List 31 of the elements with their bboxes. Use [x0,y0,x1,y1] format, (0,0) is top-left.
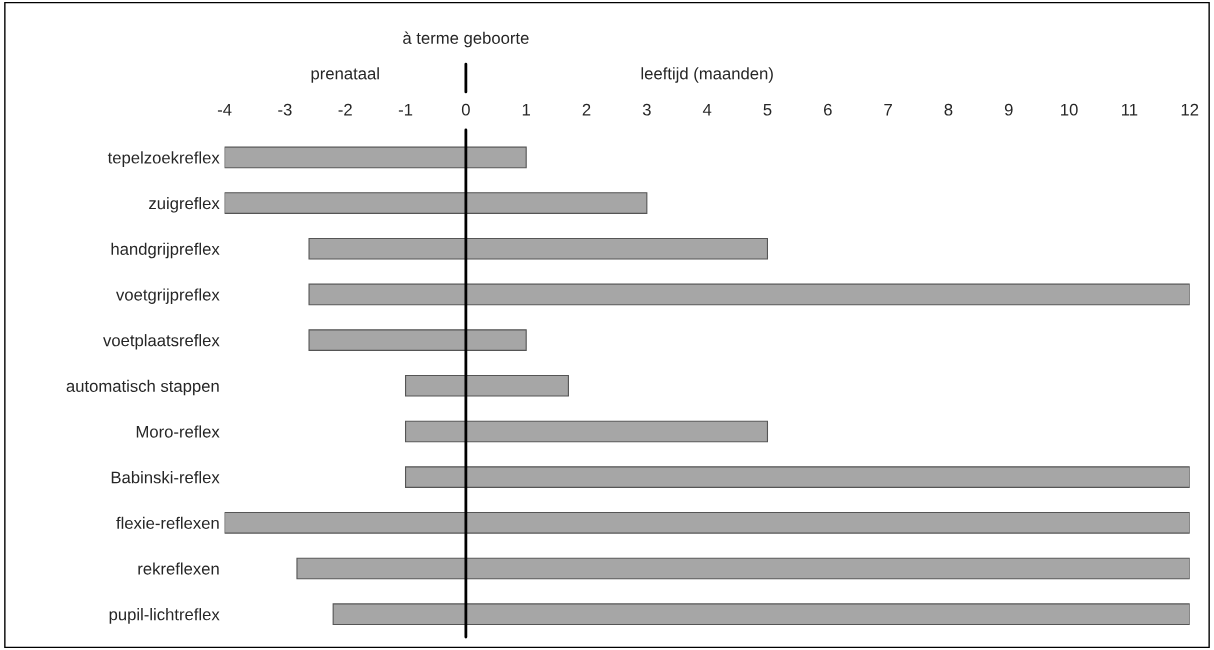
x-tick-label: 4 [702,103,712,116]
ref-line-label: à terme geboorte [403,31,529,48]
x-tick-label: 7 [884,103,892,116]
x-tick-label: 1 [522,103,531,116]
x-tick-label: -1 [398,103,413,116]
y-tick-label: voetgrijpreflex [116,288,220,304]
y-tick-label: voetplaatsreflex [103,334,220,350]
y-tick-label: flexie-reflexen [116,516,219,530]
x-tick-label: 3 [642,103,651,116]
y-tick-label: Moro-reflex [136,425,220,438]
y-tick-label: handgrijpreflex [111,242,220,259]
x-tick-label: 5 [763,103,772,116]
x-tick-label: 8 [944,103,953,116]
x-tick-label: -3 [278,103,292,116]
y-tick-label: rekreflexen [138,562,219,575]
x-tick-label: 11 [1122,103,1138,116]
x-tick-label: -2 [338,103,352,116]
y-tick-label: zuigreflex [149,197,220,213]
x-tick-label: 12 [1181,103,1199,116]
text: prenataal [311,67,379,83]
x-tick-label: 0 [461,103,470,116]
y-tick-label: pupil-lichtreflex [109,608,220,624]
x-tick-label: 10 [1061,103,1078,116]
x-tick-label: 6 [824,103,832,116]
y-tick-label: tepelzoekreflex [107,151,220,167]
x-axis-title: leeftijd (maanden) [641,67,773,83]
x-tick-label: -4 [217,103,232,116]
y-tick-label: automatisch stappen [66,379,219,396]
y-tick-label: Babinski-reflex [111,471,220,484]
x-tick-label: 9 [1004,103,1013,116]
x-tick-label: 2 [582,103,591,116]
